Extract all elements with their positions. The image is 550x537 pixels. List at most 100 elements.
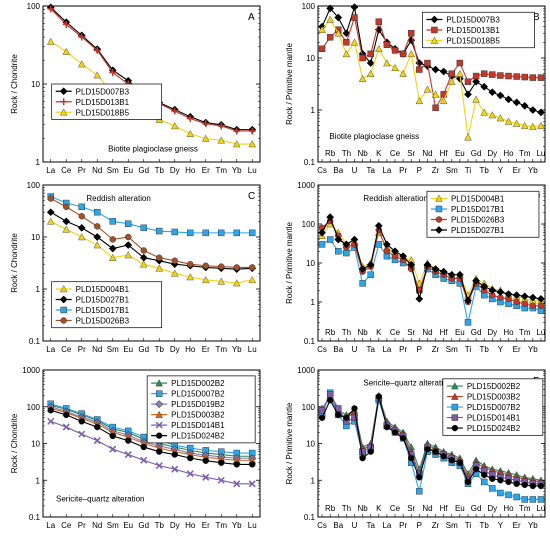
series-pld15d024b2 <box>318 393 545 490</box>
data-point <box>335 248 342 255</box>
data-point <box>432 448 439 455</box>
data-point <box>124 451 132 459</box>
data-point <box>374 221 383 230</box>
panel-annotation: Sericite–quartz alteration <box>363 378 452 387</box>
data-point <box>233 140 241 148</box>
data-point <box>480 282 489 291</box>
legend-label: PLD15D003B2 <box>171 411 225 420</box>
data-point <box>382 240 391 249</box>
x-tick-label: Y <box>498 345 504 354</box>
data-point <box>504 117 513 125</box>
data-point <box>512 119 521 127</box>
legend-label: PLD15D027B1 <box>451 226 505 235</box>
x-tick-label: Ba <box>333 166 343 175</box>
x-tick-label: Hf <box>440 328 449 337</box>
series-pld15d018b5 <box>47 37 256 148</box>
data-point <box>171 122 179 130</box>
legend-marker <box>155 379 163 387</box>
legend-box <box>146 375 256 444</box>
data-point <box>62 47 70 55</box>
legend-label: PLD15D007B3 <box>446 15 500 24</box>
x-tick-label: Sm <box>446 521 458 530</box>
legend-label: PLD15D002B2 <box>467 382 521 391</box>
data-point <box>536 294 545 303</box>
y-tick-label: 1 <box>36 285 41 294</box>
x-tick-label: Ho <box>503 149 514 158</box>
data-point <box>416 474 423 481</box>
x-tick-label: Lu <box>248 521 257 530</box>
legend-label: PLD15D002B2 <box>171 379 225 388</box>
data-point <box>78 33 86 41</box>
x-tick-label: Eu <box>455 149 465 158</box>
x-tick-label: Ce <box>61 166 72 175</box>
x-tick-label: Gd <box>138 521 149 530</box>
x-tick-label: Tb <box>155 521 165 530</box>
legend-label: PLD15D019B2 <box>171 400 225 409</box>
x-tick-label: Tm <box>519 504 531 513</box>
x-tick-label: Th <box>342 149 351 158</box>
x-tick-label: P <box>417 521 422 530</box>
legend-marker <box>59 285 68 293</box>
data-point <box>350 3 359 12</box>
data-point <box>63 411 70 419</box>
legend-marker <box>59 295 68 304</box>
legend-marker <box>59 108 68 116</box>
x-tick-label: La <box>46 521 55 530</box>
data-point <box>513 298 520 306</box>
data-point <box>140 224 147 232</box>
data-point <box>383 59 391 67</box>
series-line <box>321 15 541 110</box>
data-point <box>488 286 497 295</box>
series-pld15d014b1 <box>47 417 256 488</box>
x-tick-label: Gd <box>471 504 482 513</box>
series-line <box>321 220 541 307</box>
y-tick-label: 100 <box>302 220 316 229</box>
data-point <box>202 229 209 237</box>
data-point <box>416 66 423 73</box>
x-tick-label: Tb <box>155 345 165 354</box>
panel-annotation: Reddish alteration <box>363 194 427 203</box>
data-point <box>439 97 448 105</box>
x-tick-label: Yb <box>528 166 538 175</box>
y-tick-label: 0.1 <box>29 513 41 522</box>
legend-label: PLD15D014B1 <box>467 414 521 423</box>
y-tick-label: 10 <box>31 233 40 242</box>
panel-annotation: Reddish alteration <box>86 194 150 203</box>
legend-marker <box>60 317 67 324</box>
x-tick-label: Sm <box>446 166 458 175</box>
x-tick-label: Er <box>202 166 210 175</box>
x-tick-label: Ce <box>390 504 401 513</box>
x-tick-label: Dy <box>170 166 180 175</box>
y-tick-label: 10 <box>31 440 40 449</box>
series-line <box>321 396 541 487</box>
legend-marker <box>60 98 68 106</box>
data-point <box>472 276 481 285</box>
data-point <box>367 50 374 58</box>
x-tick-label: Ce <box>390 149 401 158</box>
panel-annotation: Sericite–quartz alteration <box>56 494 145 503</box>
data-point <box>375 393 383 400</box>
x-tick-label: Er <box>513 521 521 530</box>
x-tick-label: Eu <box>455 504 465 513</box>
data-point <box>472 95 480 103</box>
x-tick-label: Ho <box>503 504 514 513</box>
series-pld15d027b1 <box>318 213 545 305</box>
legend-label: PLD15D017B1 <box>451 205 505 214</box>
data-point <box>93 233 102 241</box>
data-point <box>78 418 85 425</box>
series-line <box>50 211 253 270</box>
data-point <box>496 91 505 100</box>
x-tick-label: Dy <box>170 521 180 530</box>
data-point <box>202 134 210 142</box>
y-axis-label: Rock / Primitive mantle <box>285 402 294 484</box>
data-point <box>529 122 537 130</box>
data-point <box>448 70 455 77</box>
data-point <box>456 459 464 466</box>
data-point <box>233 127 241 135</box>
plot-frame <box>42 184 261 342</box>
x-tick-label: Yb <box>232 166 242 175</box>
y-tick-label: 10 <box>31 80 40 89</box>
y-tick-label: 1 <box>36 158 41 167</box>
data-point <box>326 397 334 404</box>
